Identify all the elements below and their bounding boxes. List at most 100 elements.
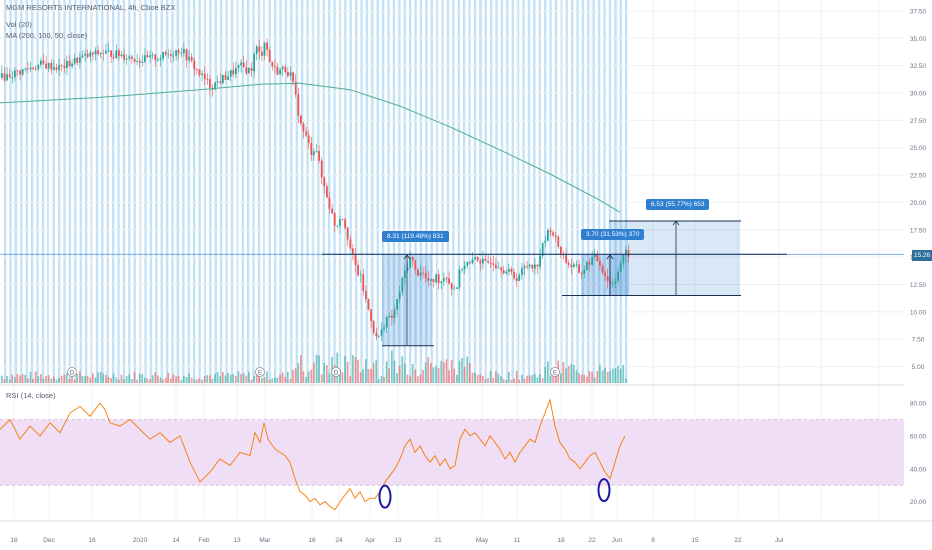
price-range-label[interactable]: 3.70 (31.53%) 370 — [581, 229, 645, 240]
moving-average-legend[interactable]: MA (200, 100, 50, close) — [6, 31, 88, 40]
session-band — [522, 0, 525, 383]
volume-bar — [151, 375, 154, 383]
session-band — [58, 0, 61, 383]
session-band — [160, 0, 163, 383]
volume-bar — [302, 371, 305, 383]
candle-body — [339, 219, 341, 226]
candle-body — [19, 70, 21, 75]
candle-body — [287, 72, 289, 76]
time-tick-label: 14 — [172, 537, 180, 544]
candle-body — [333, 213, 336, 226]
rsi-legend[interactable]: RSI (14, close) — [6, 391, 56, 400]
volume-bar — [125, 375, 128, 383]
candle-body — [34, 68, 37, 70]
candle-body — [565, 254, 567, 263]
volume-bar — [346, 361, 349, 383]
candle-body — [570, 264, 573, 267]
volume-bar — [385, 361, 388, 383]
volume-bar — [599, 364, 601, 383]
price-tick-label: 35.00 — [910, 36, 927, 43]
volume-bar — [211, 378, 214, 383]
candle-body — [375, 332, 378, 337]
volume-bar — [19, 375, 21, 383]
candle-body — [495, 264, 497, 269]
candle-body — [284, 66, 287, 73]
session-band — [344, 0, 347, 383]
candle-body — [300, 115, 302, 124]
volume-bar — [508, 372, 510, 383]
volume-bar — [437, 368, 440, 383]
volume-bar — [76, 373, 79, 383]
volume-bar — [560, 373, 562, 383]
candle-body — [292, 72, 294, 82]
volume-bar — [383, 377, 385, 383]
candle-body — [401, 278, 404, 293]
session-band — [538, 0, 541, 383]
trend-drawings[interactable] — [0, 220, 904, 347]
volume-bar — [118, 379, 120, 383]
volume-bar — [14, 377, 16, 383]
session-band — [371, 0, 374, 383]
volume-bar — [534, 373, 536, 383]
session-band — [182, 0, 185, 383]
time-axis[interactable]: 18 Dec 16 2020 14 Feb 13 Mar 16 24 Apr 13 21 May 11 18 2… — [0, 520, 932, 544]
candle-body — [97, 50, 99, 54]
candle-body — [167, 54, 170, 56]
candle-body — [318, 151, 320, 161]
volume-bar — [419, 374, 422, 383]
volume-bar — [11, 374, 14, 383]
candle-body — [201, 73, 203, 75]
session-band — [457, 0, 460, 383]
volume-bar — [500, 376, 502, 383]
volume-bar — [167, 372, 170, 383]
volume-bar — [45, 376, 47, 383]
volume-legend[interactable]: Vol (20) — [6, 20, 32, 29]
price-range-label[interactable]: 8.31 (119.48%) 831 — [382, 231, 449, 242]
volume-bar — [318, 355, 320, 383]
volume-bar — [92, 373, 94, 383]
event-marker — [550, 367, 560, 377]
candle-body — [29, 67, 32, 70]
session-band — [101, 0, 104, 383]
candle-body — [560, 246, 562, 255]
volume-bar — [474, 372, 476, 383]
volume-bar — [372, 362, 375, 383]
volume-bar — [50, 378, 53, 383]
volume-bar — [502, 379, 505, 383]
price-range-label[interactable]: 6.53 (55.77%) 653 — [646, 199, 710, 210]
arrow-head — [606, 254, 614, 260]
event-marker — [331, 367, 341, 377]
volume-bar — [398, 365, 401, 383]
session-band — [500, 0, 504, 383]
candle-body — [378, 335, 380, 337]
candle-body — [307, 135, 310, 143]
candle-body — [255, 46, 258, 54]
candle-body — [331, 208, 333, 214]
session-band — [317, 0, 320, 383]
rsi-axis[interactable]: 80.00 60.00 40.00 20.00 — [910, 401, 927, 506]
volume-bar — [479, 374, 482, 383]
volume-bar — [63, 374, 66, 383]
time-tick-label: 2020 — [133, 537, 148, 544]
candle-body — [500, 267, 502, 271]
session-band — [112, 0, 115, 383]
oversold-circle — [597, 478, 611, 503]
volume-bar — [138, 373, 141, 383]
volume-bar — [378, 379, 380, 383]
candle-body — [281, 66, 284, 70]
candle-body — [534, 264, 536, 269]
price-axis[interactable]: 37.50 35.00 32.50 30.00 27.50 25.00 22.50 20.00… — [910, 8, 927, 371]
session-band — [171, 0, 174, 383]
candle-body — [484, 258, 487, 261]
volume-bar — [172, 374, 175, 383]
volume-bar — [86, 375, 89, 383]
candle-body — [94, 50, 97, 55]
volume-bar — [518, 379, 521, 383]
volume-bar — [97, 372, 99, 383]
candle-body — [362, 274, 365, 292]
event-marker-label: D — [334, 371, 339, 377]
volume-bar — [271, 378, 274, 383]
volume-bar — [305, 376, 307, 383]
